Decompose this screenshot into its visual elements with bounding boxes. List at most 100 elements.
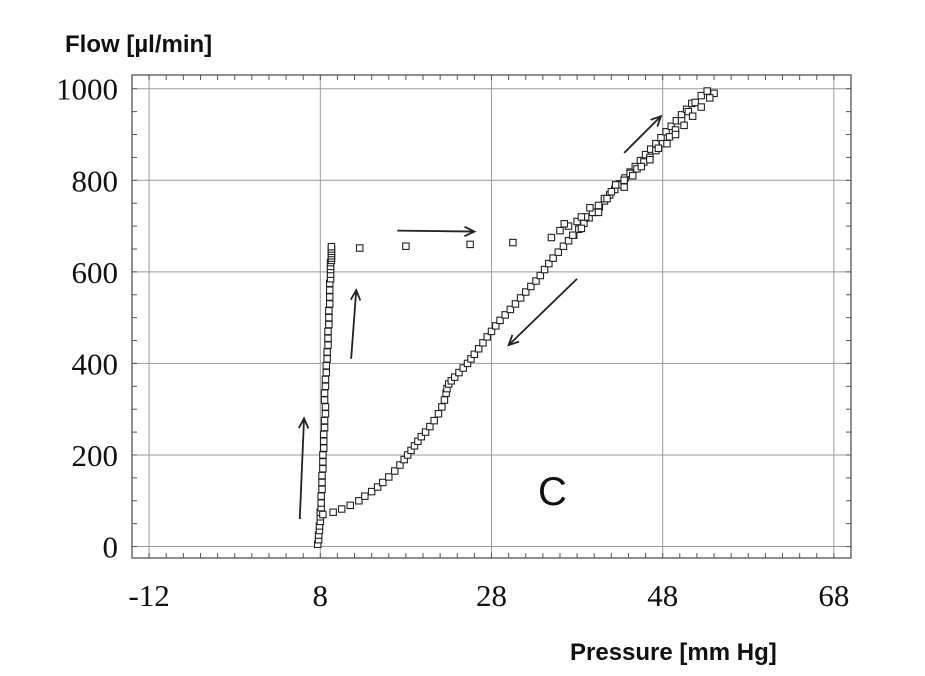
arrow-shaft <box>507 278 578 346</box>
data-point <box>346 501 355 510</box>
data-point <box>321 403 330 411</box>
data-point <box>434 410 443 418</box>
data-point <box>496 316 504 325</box>
arrow-head <box>298 416 310 429</box>
annotation-arrow <box>623 114 663 154</box>
data-point <box>318 471 326 480</box>
data-point <box>470 350 479 359</box>
data-point <box>691 98 699 107</box>
data-point <box>628 171 637 180</box>
data-point <box>438 403 446 411</box>
arrow-shaft <box>623 115 662 154</box>
arrow-head <box>650 114 663 127</box>
data-point <box>329 508 337 516</box>
data-point <box>569 231 577 239</box>
data-point <box>325 313 333 322</box>
data-point <box>426 422 434 431</box>
data-point <box>373 483 382 491</box>
y-tick-label: 1000 <box>56 72 118 107</box>
data-point <box>355 497 363 505</box>
data-point <box>665 133 674 141</box>
y-tick-label: 200 <box>72 438 119 473</box>
x-tick-label: 68 <box>818 578 849 613</box>
data-point <box>697 103 705 111</box>
data-point <box>594 208 603 217</box>
data-point <box>318 478 326 487</box>
data-point <box>317 492 325 500</box>
data-point <box>637 162 646 171</box>
data-point <box>654 144 663 153</box>
data-point <box>323 355 331 363</box>
data-point <box>322 361 331 370</box>
data-point <box>320 423 329 432</box>
data-point <box>367 487 376 496</box>
data-point <box>421 428 430 436</box>
tick-labels: -12 8 28 48 68 0 200 400 600 800 1000 <box>56 72 849 613</box>
data-point <box>323 348 331 356</box>
data-point <box>474 345 483 353</box>
data-point <box>492 322 500 330</box>
data-point <box>402 242 410 250</box>
ticks <box>131 75 852 558</box>
data-points <box>313 87 718 549</box>
data-point <box>319 464 327 473</box>
data-point <box>710 89 718 98</box>
arrow-shaft <box>350 290 358 359</box>
data-point <box>671 130 680 139</box>
arrow-shaft <box>397 229 475 233</box>
data-point <box>325 300 334 308</box>
data-point <box>680 121 688 130</box>
data-point <box>511 300 520 308</box>
data-point <box>417 432 426 441</box>
data-point <box>317 499 325 507</box>
data-point <box>573 217 581 226</box>
data-point <box>706 94 714 102</box>
data-point <box>607 187 616 196</box>
x-tick-label: 8 <box>313 578 329 613</box>
annotation-arrow <box>298 416 310 520</box>
data-point <box>549 254 557 262</box>
data-point <box>325 307 333 315</box>
data-point <box>396 461 404 469</box>
data-point <box>560 220 569 228</box>
x-tick-label: -12 <box>128 578 169 613</box>
data-point <box>536 271 545 280</box>
data-point <box>646 155 654 164</box>
data-point <box>319 451 327 459</box>
y-tick-label: 800 <box>72 163 119 198</box>
data-point <box>321 410 330 418</box>
data-point <box>547 233 556 242</box>
data-point <box>545 259 553 268</box>
y-tick-label: 600 <box>72 255 119 290</box>
data-point <box>556 226 564 235</box>
data-point <box>440 396 449 404</box>
annotation-arrow <box>349 288 362 359</box>
arrow-head <box>349 288 362 301</box>
data-point <box>361 492 369 500</box>
data-point <box>325 293 334 301</box>
data-point <box>379 478 387 487</box>
data-point <box>322 368 331 377</box>
data-point <box>564 236 573 245</box>
data-point <box>586 204 594 212</box>
grid <box>132 75 851 558</box>
data-point <box>521 288 530 296</box>
data-point <box>620 176 628 185</box>
arrows <box>298 114 663 520</box>
data-point <box>603 194 611 203</box>
data-point <box>455 368 463 377</box>
data-point <box>663 139 671 148</box>
data-point <box>319 444 328 452</box>
arrow-shaft <box>298 418 305 520</box>
data-point <box>506 305 515 314</box>
data-point <box>516 294 525 302</box>
data-point <box>509 238 517 247</box>
data-point <box>554 248 563 256</box>
annotation-arrow <box>507 278 578 347</box>
data-point <box>325 320 333 329</box>
data-point <box>430 416 438 425</box>
data-point <box>319 437 328 446</box>
data-point <box>324 334 332 342</box>
data-point <box>697 91 705 100</box>
data-point <box>355 244 364 252</box>
